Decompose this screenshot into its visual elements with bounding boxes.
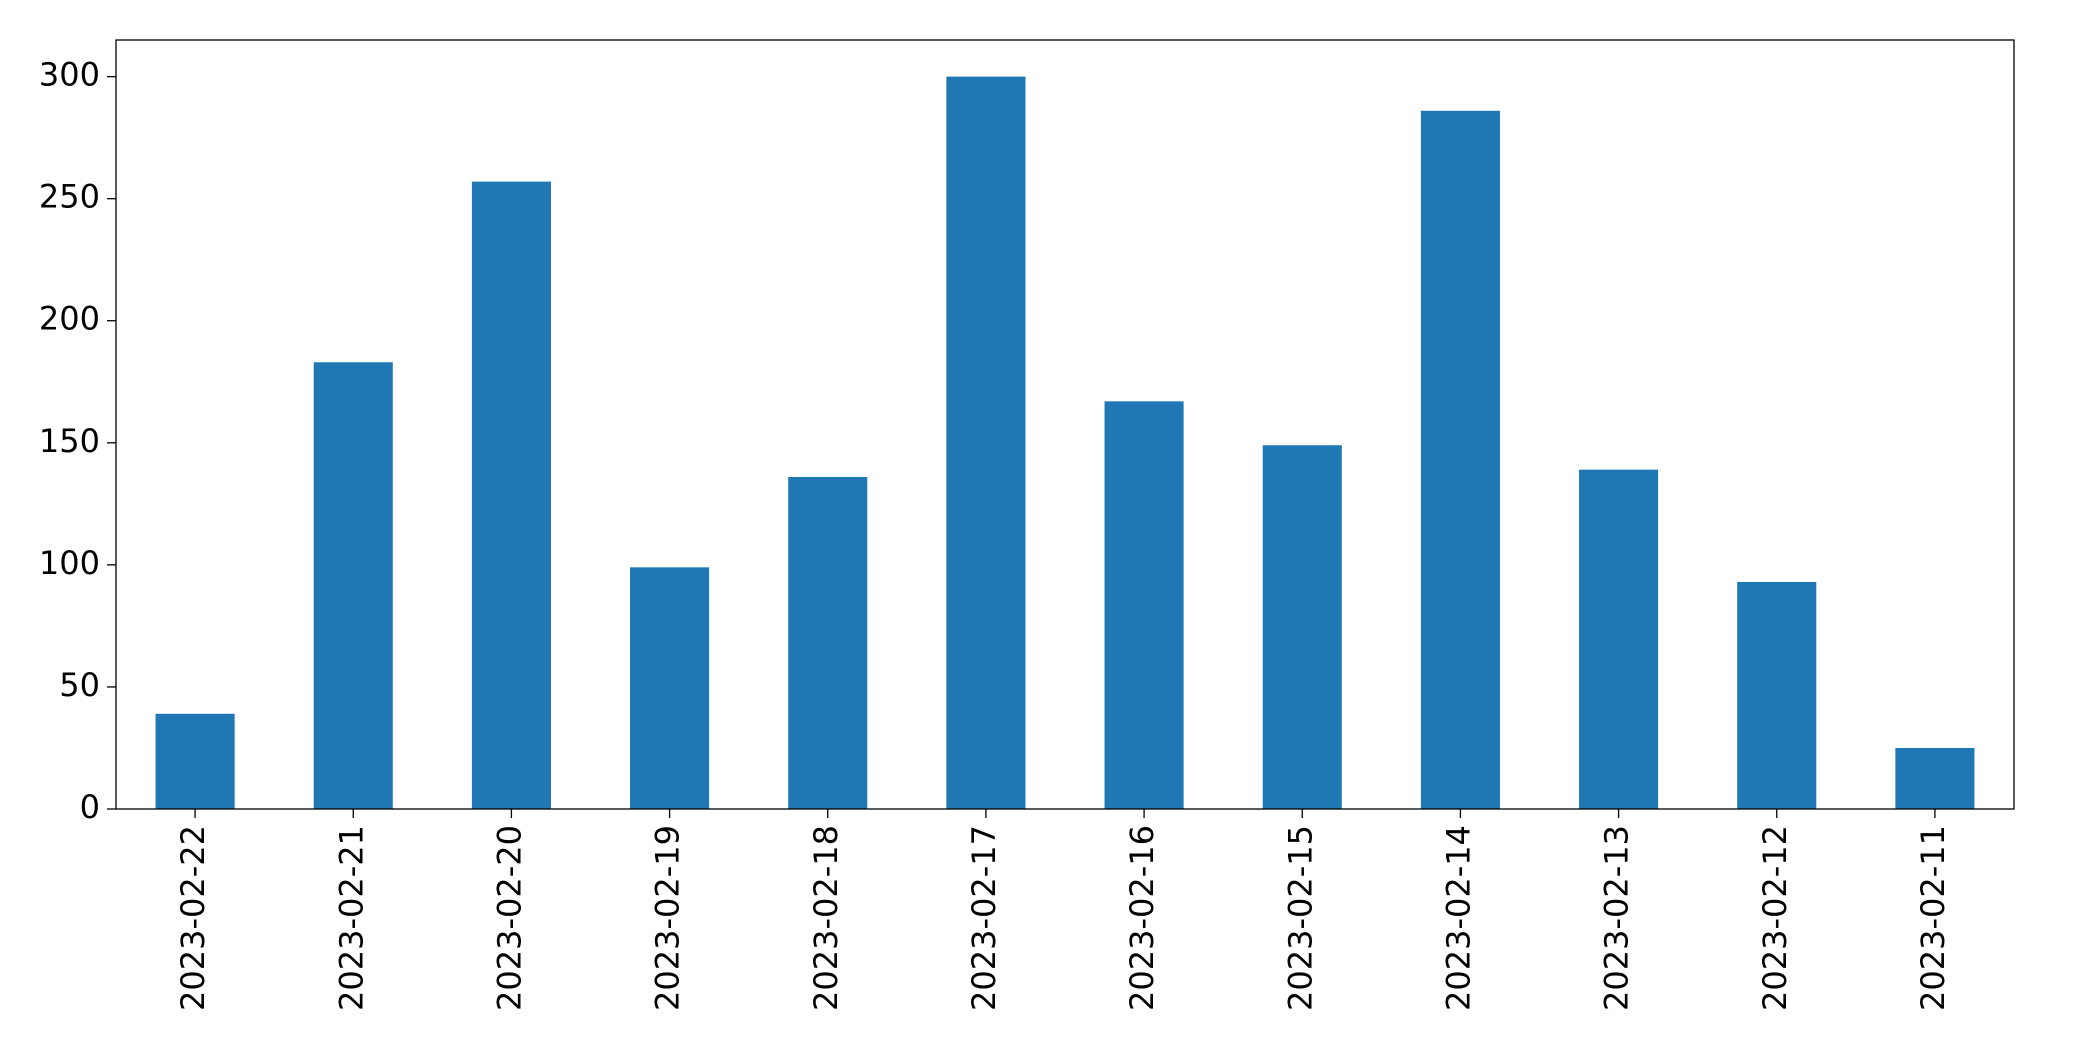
y-tick-label: 200 bbox=[39, 300, 100, 338]
y-tick-label: 50 bbox=[59, 666, 100, 704]
bar bbox=[313, 362, 393, 809]
bar bbox=[946, 76, 1026, 810]
plot-frame bbox=[115, 39, 2015, 810]
x-tick-label: 2023-02-16 bbox=[1123, 825, 1161, 1011]
bar bbox=[155, 713, 235, 809]
y-tick-label: 250 bbox=[39, 178, 100, 216]
x-tick-label: 2023-02-20 bbox=[490, 825, 528, 1011]
bar bbox=[1262, 445, 1342, 809]
x-tick-label: 2023-02-21 bbox=[332, 825, 370, 1011]
bar bbox=[1104, 401, 1184, 809]
bar bbox=[471, 181, 551, 810]
bar bbox=[788, 476, 868, 809]
x-tick-label: 2023-02-13 bbox=[1598, 825, 1636, 1011]
x-tick-label: 2023-02-19 bbox=[649, 825, 687, 1011]
x-tick-label: 2023-02-18 bbox=[807, 825, 845, 1011]
y-tick-label: 0 bbox=[80, 788, 100, 826]
x-tick-label: 2023-02-12 bbox=[1756, 825, 1794, 1011]
x-tick-label: 2023-02-15 bbox=[1281, 825, 1319, 1011]
bar bbox=[1420, 110, 1500, 810]
bar bbox=[1895, 747, 1975, 809]
bar bbox=[630, 567, 710, 809]
bar bbox=[1737, 581, 1817, 809]
y-tick-label: 300 bbox=[39, 56, 100, 94]
x-tick-label: 2023-02-11 bbox=[1914, 825, 1952, 1011]
y-tick-label: 150 bbox=[39, 422, 100, 460]
y-tick-label: 100 bbox=[39, 544, 100, 582]
x-tick-label: 2023-02-14 bbox=[1439, 825, 1477, 1011]
x-tick-label: 2023-02-17 bbox=[965, 825, 1003, 1011]
x-tick-label: 2023-02-22 bbox=[174, 825, 212, 1011]
bar bbox=[1579, 469, 1659, 809]
